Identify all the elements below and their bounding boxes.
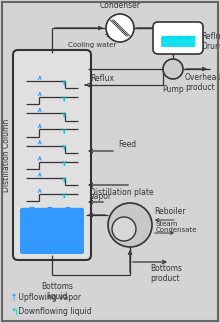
- Circle shape: [163, 59, 183, 79]
- Text: Downflowing liquid: Downflowing liquid: [16, 307, 92, 316]
- Text: Reflux
Drum: Reflux Drum: [201, 32, 220, 51]
- Text: Vapor: Vapor: [90, 192, 112, 201]
- Text: Bottoms
liquid: Bottoms liquid: [41, 282, 73, 301]
- FancyBboxPatch shape: [161, 37, 195, 47]
- Text: Pump: Pump: [162, 85, 184, 94]
- Text: Distillation plate: Distillation plate: [90, 188, 154, 197]
- Text: Steam
Condensate: Steam Condensate: [156, 221, 198, 234]
- Text: Overhead
product: Overhead product: [185, 73, 220, 92]
- Text: ↰: ↰: [10, 307, 18, 317]
- Text: Condenser: Condenser: [99, 1, 141, 10]
- Text: Reboiler: Reboiler: [154, 207, 185, 216]
- Text: ↑: ↑: [10, 293, 18, 303]
- Circle shape: [108, 203, 152, 247]
- Text: Cooling water: Cooling water: [68, 42, 116, 48]
- FancyBboxPatch shape: [13, 50, 91, 260]
- Circle shape: [106, 14, 134, 42]
- Text: Distillation Column: Distillation Column: [2, 118, 11, 192]
- Text: Upflowing vapor: Upflowing vapor: [16, 293, 81, 302]
- Circle shape: [112, 217, 136, 241]
- Text: Feed: Feed: [118, 140, 136, 149]
- Text: Bottoms
product: Bottoms product: [150, 264, 182, 283]
- FancyBboxPatch shape: [153, 22, 203, 54]
- FancyBboxPatch shape: [20, 208, 84, 254]
- Text: Reflux: Reflux: [90, 74, 114, 83]
